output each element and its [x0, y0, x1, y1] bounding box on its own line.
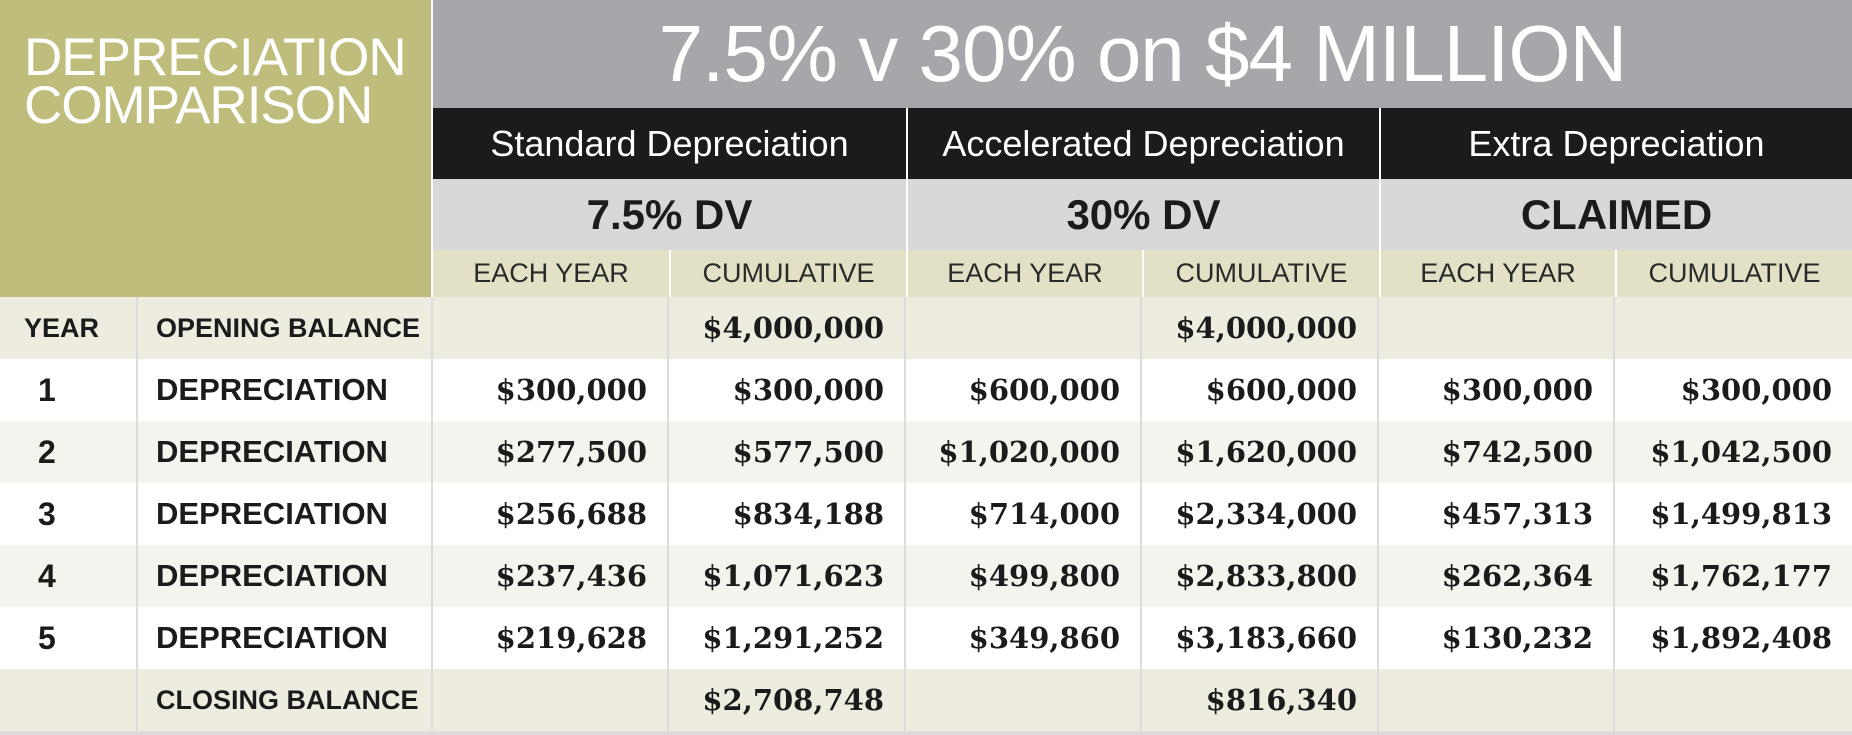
year-cell — [0, 669, 138, 731]
table-cell: $600,000 — [906, 359, 1142, 421]
table-cell — [906, 297, 1142, 359]
column-label-row: EACH YEAR CUMULATIVE EACH YEAR CUMULATIV… — [433, 250, 1852, 297]
table-cell: $219,628 — [433, 607, 669, 669]
table-cell: $834,188 — [669, 483, 906, 545]
table-row: 1 DEPRECIATION $300,000 $300,000 $600,00… — [0, 359, 1852, 421]
column-label: CUMULATIVE — [669, 250, 906, 297]
column-label: EACH YEAR — [906, 250, 1142, 297]
table-cell: $256,688 — [433, 483, 669, 545]
group-subheader-accelerated: 30% DV — [906, 179, 1379, 250]
table-cell: $4,000,000 — [1142, 297, 1379, 359]
table-cell: $300,000 — [1680, 373, 1832, 407]
title-line-1: DEPRECIATION — [24, 28, 407, 87]
table-cell: $499,800 — [906, 545, 1142, 607]
table-cell: $1,892,408 — [1650, 621, 1832, 655]
row-label: DEPRECIATION — [138, 545, 433, 607]
table-row: 2 DEPRECIATION $277,500 $577,500 $1,020,… — [0, 421, 1852, 483]
year-cell: 5 — [0, 607, 138, 669]
table-cell: $300,000 — [1379, 359, 1615, 421]
title-line-2: COMPARISON — [24, 76, 373, 135]
year-cell: 2 — [0, 421, 138, 483]
year-cell: 1 — [0, 359, 138, 421]
column-label: CUMULATIVE — [1142, 250, 1379, 297]
group-subheader-extra: CLAIMED — [1379, 179, 1852, 250]
table-cell: $1,762,177 — [1650, 559, 1832, 593]
group-subheader-row: 7.5% DV 30% DV CLAIMED — [433, 179, 1852, 250]
table-cell — [1615, 669, 1852, 731]
group-header-row: Standard Depreciation Accelerated Deprec… — [433, 108, 1852, 179]
table-row: 5 DEPRECIATION $219,628 $1,291,252 $349,… — [0, 607, 1852, 669]
title-block: DEPRECIATION COMPARISON — [0, 0, 433, 297]
table-cell: $457,313 — [1379, 483, 1615, 545]
table-cell: $1,042,500 — [1650, 435, 1832, 469]
table-cell — [433, 297, 669, 359]
main-title: 7.5% v 30% on $4 MILLION — [433, 0, 1852, 108]
table-cell: $262,364 — [1379, 545, 1615, 607]
table-cell: $577,500 — [669, 421, 906, 483]
table-cell: $1,620,000 — [1142, 421, 1379, 483]
table-cell: $1,499,813 — [1650, 497, 1832, 531]
table-cell: $2,708,748 — [669, 669, 906, 731]
year-cell: 3 — [0, 483, 138, 545]
table-cell: $600,000 — [1142, 359, 1379, 421]
table-cell: $1,071,623 — [669, 545, 906, 607]
table-cell — [433, 669, 669, 731]
table-cell — [1379, 297, 1615, 359]
table-row-closing: CLOSING BALANCE $2,708,748 $816,340 — [0, 669, 1852, 731]
row-label: OPENING BALANCE — [138, 297, 433, 359]
year-cell: 4 — [0, 545, 138, 607]
table-cell: $300,000 — [669, 359, 906, 421]
year-header: YEAR — [0, 297, 138, 359]
row-label: DEPRECIATION — [138, 607, 433, 669]
table-cell: $300,000 — [433, 359, 669, 421]
table-cell: $2,334,000 — [1142, 483, 1379, 545]
table-row-opening: YEAR OPENING BALANCE $4,000,000 $4,000,0… — [0, 297, 1852, 359]
group-subheader-standard: 7.5% DV — [433, 179, 906, 250]
group-header-accelerated: Accelerated Depreciation — [906, 108, 1379, 179]
group-header-standard: Standard Depreciation — [433, 108, 906, 179]
table-cell: $237,436 — [433, 545, 669, 607]
table-row: 4 DEPRECIATION $237,436 $1,071,623 $499,… — [0, 545, 1852, 607]
row-label: DEPRECIATION — [138, 421, 433, 483]
table-cell: $277,500 — [433, 421, 669, 483]
column-label: CUMULATIVE — [1615, 250, 1852, 297]
table-cell: $349,860 — [906, 607, 1142, 669]
table-cell: $4,000,000 — [669, 297, 906, 359]
table-cell — [1615, 297, 1852, 359]
column-label: EACH YEAR — [1379, 250, 1615, 297]
table-cell: $816,340 — [1142, 669, 1379, 731]
column-label: EACH YEAR — [433, 250, 669, 297]
table-cell: $2,833,800 — [1142, 545, 1379, 607]
table-cell: $742,500 — [1379, 421, 1615, 483]
table-cell: $130,232 — [1379, 607, 1615, 669]
row-label: CLOSING BALANCE — [138, 669, 433, 731]
table-cell: $3,183,660 — [1142, 607, 1379, 669]
table-cell: $714,000 — [906, 483, 1142, 545]
table-cell: $1,020,000 — [906, 421, 1142, 483]
table-cell: $1,291,252 — [669, 607, 906, 669]
row-label: DEPRECIATION — [138, 483, 433, 545]
table-cell — [1379, 669, 1615, 731]
table-cell — [906, 669, 1142, 731]
depreciation-table: YEAR OPENING BALANCE $4,000,000 $4,000,0… — [0, 297, 1852, 731]
group-header-extra: Extra Depreciation — [1379, 108, 1852, 179]
row-label: DEPRECIATION — [138, 359, 433, 421]
bottom-divider — [0, 731, 1852, 735]
table-row: 3 DEPRECIATION $256,688 $834,188 $714,00… — [0, 483, 1852, 545]
